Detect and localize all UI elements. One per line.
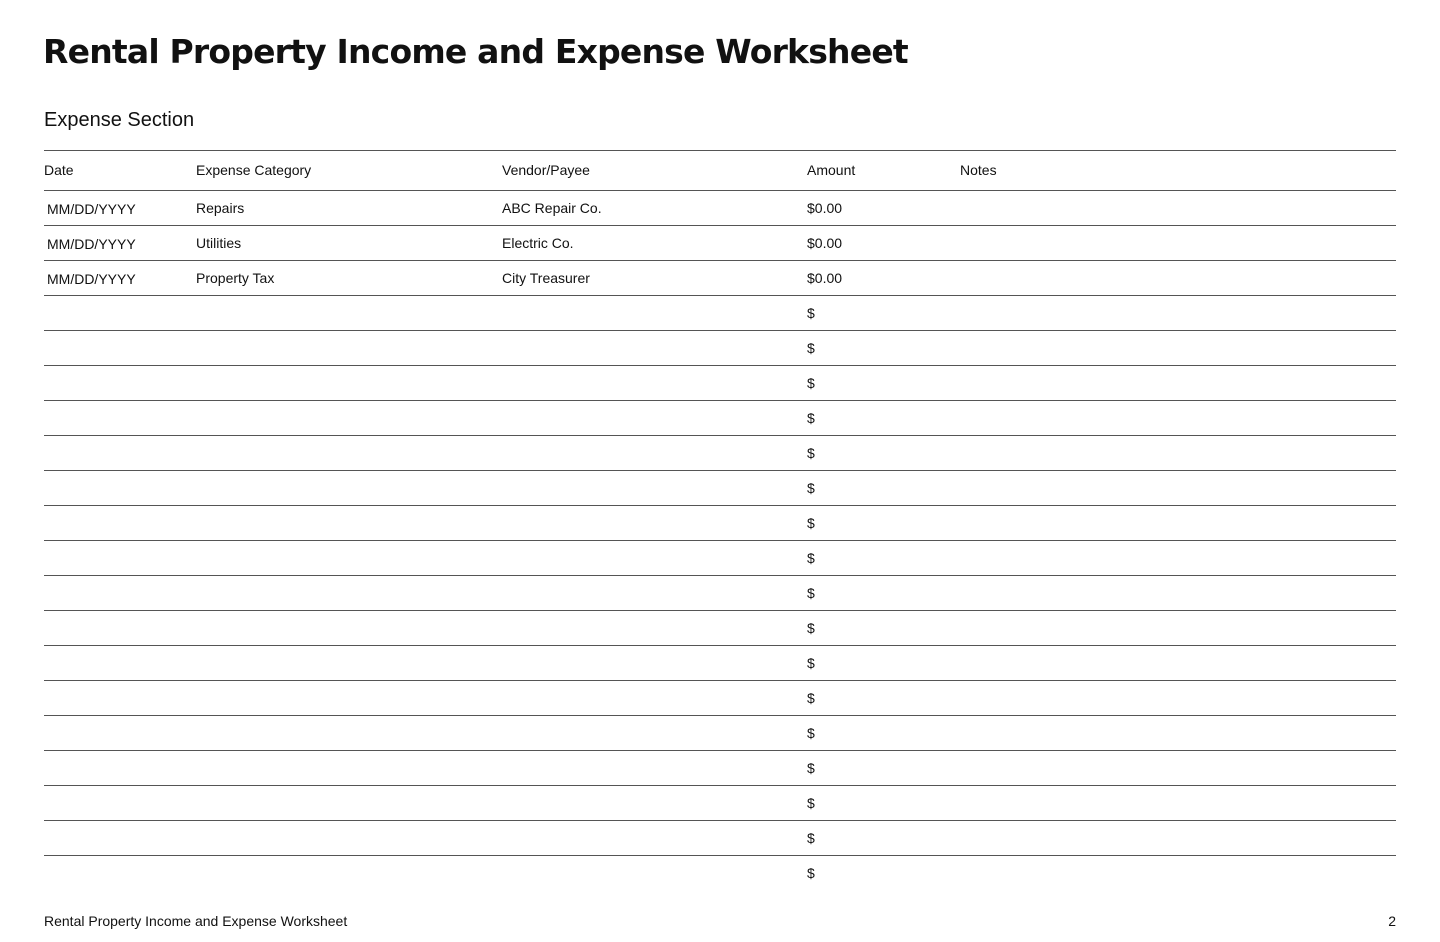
header-amount: Amount: [807, 162, 856, 179]
cell-amount[interactable]: $0.00: [807, 234, 843, 251]
cell-amount[interactable]: $: [807, 444, 815, 461]
cell-amount[interactable]: $: [807, 689, 815, 706]
cell-amount[interactable]: $: [807, 619, 815, 636]
cell-amount[interactable]: $: [807, 339, 815, 356]
cell-amount[interactable]: $: [807, 654, 815, 671]
cell-amount[interactable]: $: [807, 864, 815, 881]
cell-amount[interactable]: $: [807, 549, 815, 566]
table-row: $: [44, 296, 1396, 331]
table-row: $: [44, 331, 1396, 366]
expense-table: Date Expense Category Vendor/Payee Amoun…: [44, 150, 1396, 890]
cell-amount[interactable]: $0.00: [807, 269, 843, 286]
table-row: $: [44, 611, 1396, 646]
table-row: MM/DD/YYYY Utilities Electric Co. $0.00: [44, 226, 1396, 261]
table-header-row: Date Expense Category Vendor/Payee Amoun…: [44, 151, 1396, 191]
cell-vendor-payee[interactable]: Electric Co.: [502, 234, 574, 251]
header-notes: Notes: [960, 162, 997, 179]
table-row: $: [44, 366, 1396, 401]
footer-text: Rental Property Income and Expense Works…: [44, 913, 348, 929]
table-row: $: [44, 751, 1396, 786]
cell-date[interactable]: MM/DD/YYYY: [47, 200, 136, 217]
table-row: $: [44, 716, 1396, 751]
table-row: $: [44, 401, 1396, 436]
table-row: $: [44, 506, 1396, 541]
cell-amount[interactable]: $: [807, 479, 815, 496]
cell-expense-category[interactable]: Property Tax: [196, 269, 275, 286]
cell-expense-category[interactable]: Utilities: [196, 234, 242, 251]
header-vendor-payee: Vendor/Payee: [502, 162, 590, 179]
table-row: $: [44, 856, 1396, 890]
page-number: 2: [1388, 913, 1396, 929]
cell-amount[interactable]: $: [807, 584, 815, 601]
table-row: MM/DD/YYYY Property Tax City Treasurer $0.0…: [44, 261, 1396, 296]
table-row: $: [44, 436, 1396, 471]
table-row: $: [44, 576, 1396, 611]
cell-date[interactable]: MM/DD/YYYY: [47, 235, 136, 252]
cell-amount[interactable]: $: [807, 829, 815, 846]
table-row: $: [44, 471, 1396, 506]
cell-vendor-payee[interactable]: ABC Repair Co.: [502, 199, 602, 216]
table-row: $: [44, 541, 1396, 576]
cell-vendor-payee[interactable]: City Treasurer: [502, 269, 590, 286]
cell-amount[interactable]: $: [807, 514, 815, 531]
cell-date[interactable]: MM/DD/YYYY: [47, 270, 136, 287]
cell-amount[interactable]: $: [807, 724, 815, 741]
table-row: MM/DD/YYYY Repairs ABC Repair Co. $0.00: [44, 191, 1396, 226]
cell-amount[interactable]: $0.00: [807, 199, 843, 216]
page-title: Rental Property Income and Expense Works…: [43, 32, 909, 71]
table-row: $: [44, 681, 1396, 716]
cell-amount[interactable]: $: [807, 759, 815, 776]
cell-amount[interactable]: $: [807, 794, 815, 811]
header-date: Date: [44, 162, 74, 179]
table-row: $: [44, 821, 1396, 856]
cell-amount[interactable]: $: [807, 409, 815, 426]
cell-expense-category[interactable]: Repairs: [196, 199, 245, 216]
header-expense-category: Expense Category: [196, 162, 312, 179]
table-row: $: [44, 646, 1396, 681]
table-row: $: [44, 786, 1396, 821]
cell-amount[interactable]: $: [807, 304, 815, 321]
cell-amount[interactable]: $: [807, 374, 815, 391]
section-title: Expense Section: [44, 109, 195, 131]
